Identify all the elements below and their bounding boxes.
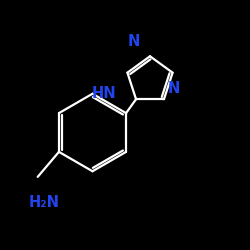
Text: N: N [128,34,140,49]
Text: H₂N: H₂N [28,195,59,210]
Text: N: N [168,81,180,96]
Text: HN: HN [92,86,116,101]
